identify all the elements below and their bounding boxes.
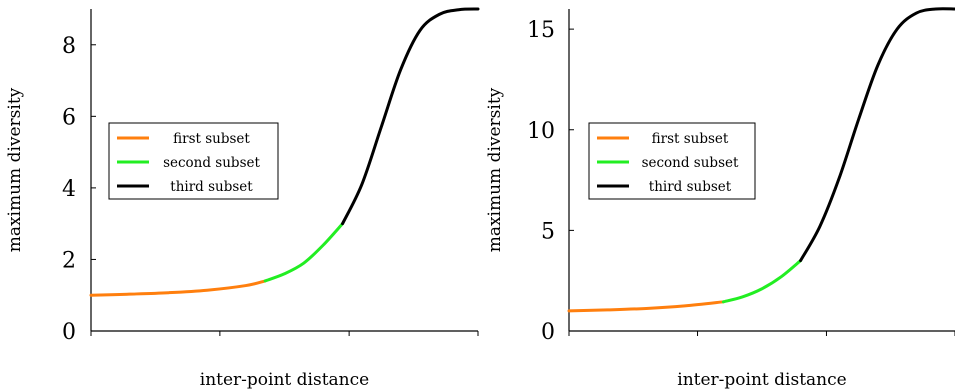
legend-label: second subset [642, 155, 739, 171]
series-line-1 [567, 300, 725, 313]
series-line-3 [799, 7, 955, 263]
chart-panel-1: 0 2 4 6 8 inter-point distance maximum diversi… [5, 7, 480, 390]
y-tick-label: 5 [541, 219, 555, 244]
series-line-1 [89, 279, 267, 297]
y-tick-label: 0 [541, 320, 555, 345]
y-tick-label: 0 [62, 320, 76, 345]
series-line-2 [721, 259, 803, 304]
series-line-3 [341, 7, 480, 226]
y-tick-label: 15 [527, 18, 555, 43]
y-tick-label: 4 [62, 177, 76, 202]
legend-label: first subset [173, 131, 250, 147]
legend-label: third subset [170, 179, 253, 195]
y-tick-label: 6 [62, 105, 76, 130]
series-line-2 [263, 222, 345, 283]
y-tick-label: 8 [62, 34, 76, 59]
legend-label: second subset [163, 155, 260, 171]
legend-label: third subset [649, 179, 732, 195]
legend: first subset second subset third subset [108, 122, 279, 200]
legend-label: first subset [652, 131, 729, 147]
y-axis-label: maximum diversity [5, 87, 25, 252]
chart-panel-2: 0 5 10 15 inter-point distance maximum divers… [485, 7, 955, 390]
legend: first subset second subset third subset [588, 122, 756, 200]
x-axis-label: inter-point distance [200, 370, 369, 390]
y-tick-label: 10 [527, 119, 555, 144]
y-tick-label: 2 [62, 248, 76, 273]
x-axis-label: inter-point distance [677, 370, 846, 390]
y-axis-label: maximum diversity [485, 87, 505, 252]
